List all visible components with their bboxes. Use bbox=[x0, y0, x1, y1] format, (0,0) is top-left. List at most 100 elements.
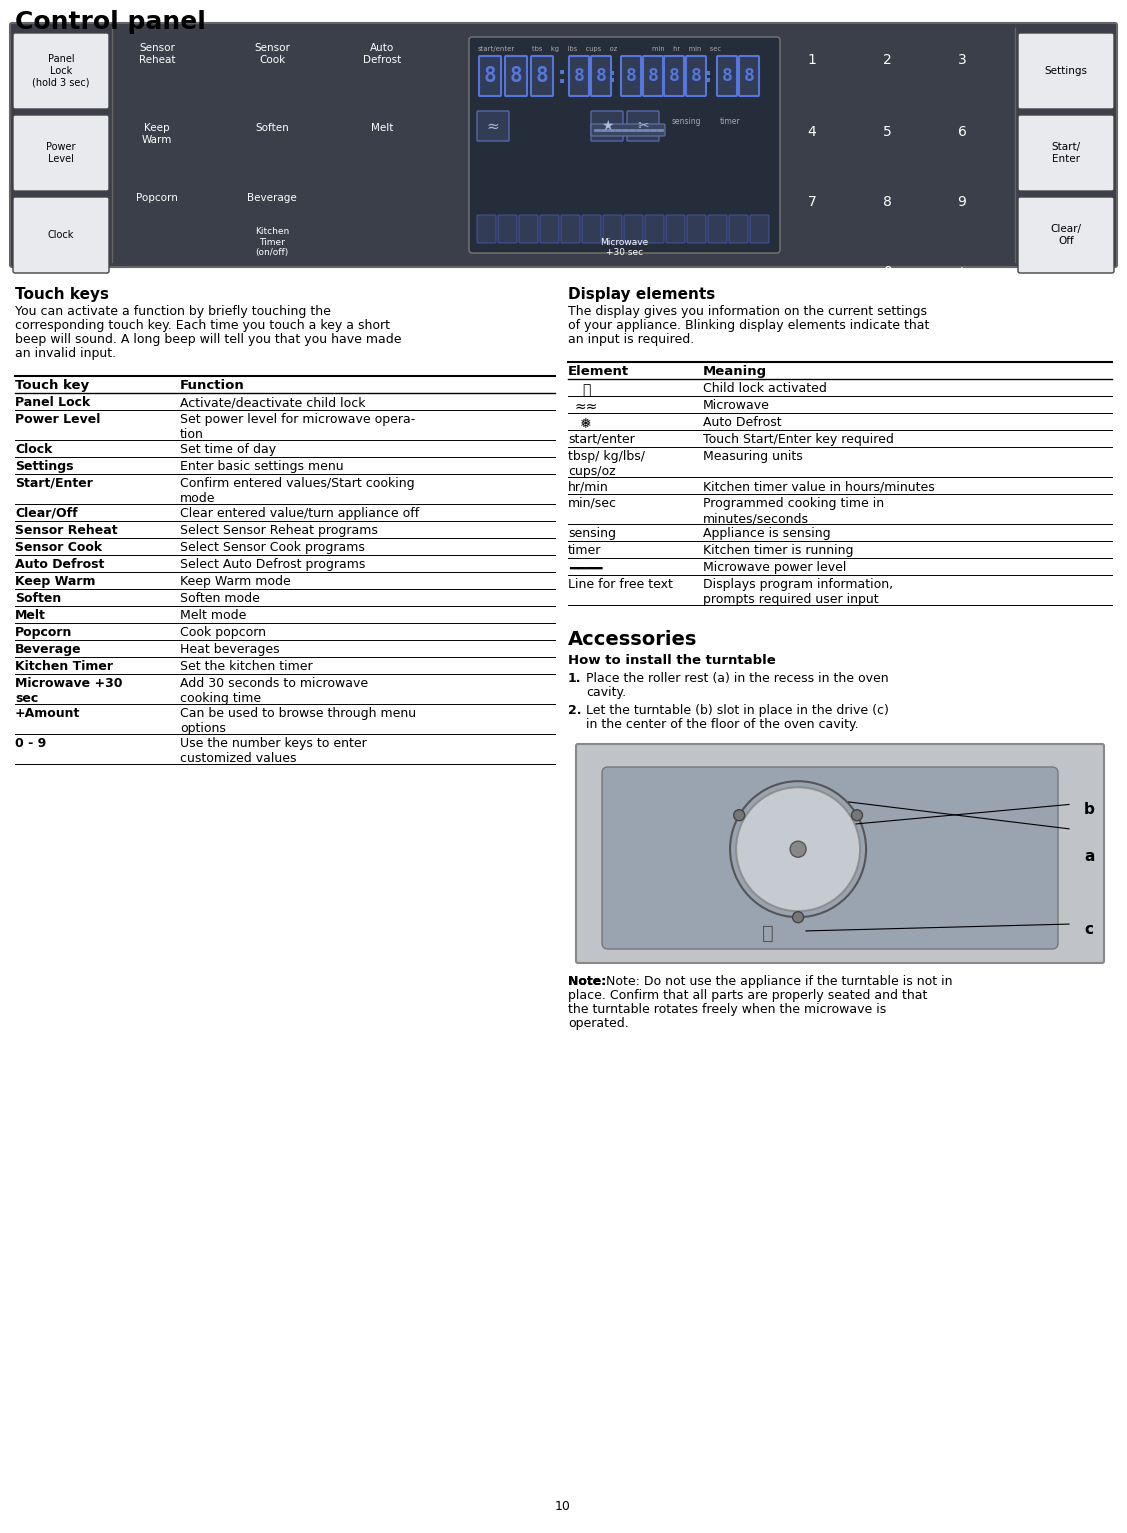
Text: Use the number keys to enter
customized values: Use the number keys to enter customized … bbox=[180, 737, 366, 765]
Text: Microwave: Microwave bbox=[703, 399, 770, 412]
Text: start/enter: start/enter bbox=[568, 432, 635, 446]
Text: 8: 8 bbox=[574, 67, 585, 84]
FancyBboxPatch shape bbox=[664, 57, 684, 97]
FancyBboxPatch shape bbox=[561, 215, 580, 244]
Text: Popcorn: Popcorn bbox=[15, 625, 72, 639]
Text: 0 - 9: 0 - 9 bbox=[15, 737, 46, 750]
Text: Control panel: Control panel bbox=[15, 11, 206, 34]
Text: Activate/deactivate child lock: Activate/deactivate child lock bbox=[180, 396, 365, 409]
FancyBboxPatch shape bbox=[14, 115, 109, 192]
FancyBboxPatch shape bbox=[10, 23, 1117, 267]
FancyBboxPatch shape bbox=[477, 110, 509, 141]
Text: Let the turntable (b) slot in place in the drive (c): Let the turntable (b) slot in place in t… bbox=[586, 704, 889, 717]
Text: Power Level: Power Level bbox=[15, 412, 100, 426]
Text: Start/
Enter: Start/ Enter bbox=[1051, 143, 1081, 164]
Text: tbsp/ kg/lbs/
cups/oz: tbsp/ kg/lbs/ cups/oz bbox=[568, 451, 645, 478]
Text: Microwave power level: Microwave power level bbox=[703, 561, 846, 573]
Text: Soften: Soften bbox=[255, 123, 289, 133]
Text: :: : bbox=[605, 66, 619, 86]
Text: of your appliance. Blinking display elements indicate that: of your appliance. Blinking display elem… bbox=[568, 319, 930, 333]
Text: sensing: sensing bbox=[672, 118, 701, 127]
Text: Settings: Settings bbox=[15, 460, 73, 474]
Text: Clear/Off: Clear/Off bbox=[15, 507, 78, 520]
Text: Soften mode: Soften mode bbox=[180, 592, 260, 606]
Text: Select Sensor Cook programs: Select Sensor Cook programs bbox=[180, 541, 365, 553]
Text: cavity.: cavity. bbox=[586, 685, 627, 699]
FancyBboxPatch shape bbox=[531, 57, 553, 97]
FancyBboxPatch shape bbox=[591, 124, 665, 136]
Text: Programmed cooking time in
minutes/seconds: Programmed cooking time in minutes/secon… bbox=[703, 497, 884, 524]
Text: Clock: Clock bbox=[47, 230, 74, 241]
Text: +Amount: +Amount bbox=[15, 707, 80, 721]
Text: Display elements: Display elements bbox=[568, 287, 716, 302]
Text: Beverage: Beverage bbox=[247, 193, 296, 202]
Text: Clock: Clock bbox=[15, 443, 52, 455]
FancyBboxPatch shape bbox=[603, 215, 622, 244]
Text: 5: 5 bbox=[882, 126, 891, 140]
Text: Beverage: Beverage bbox=[15, 642, 81, 656]
Text: 8: 8 bbox=[691, 67, 701, 84]
Text: ★: ★ bbox=[601, 120, 613, 133]
FancyBboxPatch shape bbox=[621, 57, 641, 97]
Text: Melt: Melt bbox=[15, 609, 46, 622]
Text: the turntable rotates freely when the microwave is: the turntable rotates freely when the mi… bbox=[568, 1003, 886, 1016]
FancyBboxPatch shape bbox=[591, 57, 611, 97]
Text: 4: 4 bbox=[808, 126, 816, 140]
Text: Can be used to browse through menu
options: Can be used to browse through menu optio… bbox=[180, 707, 416, 734]
FancyBboxPatch shape bbox=[540, 215, 559, 244]
Text: operated.: operated. bbox=[568, 1016, 629, 1030]
Text: Touch Start/Enter key required: Touch Start/Enter key required bbox=[703, 432, 894, 446]
Text: 8: 8 bbox=[648, 67, 658, 84]
Text: Kitchen timer is running: Kitchen timer is running bbox=[703, 544, 853, 556]
Text: Note:: Note: bbox=[568, 975, 611, 987]
FancyBboxPatch shape bbox=[624, 215, 644, 244]
Circle shape bbox=[734, 809, 745, 820]
Text: ➰: ➰ bbox=[762, 923, 774, 943]
Text: Clear entered value/turn appliance off: Clear entered value/turn appliance off bbox=[180, 507, 419, 520]
Text: Meaning: Meaning bbox=[703, 365, 767, 379]
Text: Displays program information,
prompts required user input: Displays program information, prompts re… bbox=[703, 578, 893, 606]
FancyBboxPatch shape bbox=[14, 34, 109, 109]
Text: You can activate a function by briefly touching the: You can activate a function by briefly t… bbox=[15, 305, 331, 317]
Text: start/enter: start/enter bbox=[478, 46, 515, 52]
Text: Function: Function bbox=[180, 379, 245, 392]
Text: Settings: Settings bbox=[1045, 66, 1088, 77]
Text: Keep Warm: Keep Warm bbox=[15, 575, 96, 589]
Text: Microwave +30
sec: Microwave +30 sec bbox=[15, 678, 123, 705]
Text: c: c bbox=[1084, 921, 1093, 937]
FancyBboxPatch shape bbox=[569, 57, 589, 97]
Circle shape bbox=[792, 912, 804, 923]
Text: timer: timer bbox=[568, 544, 602, 556]
FancyBboxPatch shape bbox=[739, 57, 758, 97]
Text: 8: 8 bbox=[483, 66, 496, 86]
Text: Auto Defrost: Auto Defrost bbox=[15, 558, 105, 570]
Text: 2: 2 bbox=[882, 54, 891, 67]
Text: 9: 9 bbox=[958, 195, 967, 208]
Text: tbs    kg    lbs    cups    oz: tbs kg lbs cups oz bbox=[532, 46, 618, 52]
Text: b: b bbox=[1084, 802, 1094, 817]
Text: Confirm entered values/Start cooking
mode: Confirm entered values/Start cooking mod… bbox=[180, 477, 415, 504]
Text: 0: 0 bbox=[882, 265, 891, 279]
Text: Soften: Soften bbox=[15, 592, 61, 606]
Text: Set power level for microwave opera-
tion: Set power level for microwave opera- tio… bbox=[180, 412, 415, 442]
Text: Set time of day: Set time of day bbox=[180, 443, 276, 455]
Text: +
Amount: + Amount bbox=[939, 265, 985, 293]
Text: beep will sound. A long beep will tell you that you have made: beep will sound. A long beep will tell y… bbox=[15, 333, 401, 346]
Text: 3: 3 bbox=[958, 54, 966, 67]
Text: Sensor
Reheat: Sensor Reheat bbox=[139, 43, 176, 64]
Text: Touch key: Touch key bbox=[15, 379, 89, 392]
Text: 8: 8 bbox=[509, 66, 522, 86]
Text: The display gives you information on the current settings: The display gives you information on the… bbox=[568, 305, 928, 317]
FancyBboxPatch shape bbox=[591, 110, 623, 141]
Text: Keep
Warm: Keep Warm bbox=[142, 123, 172, 144]
Text: Select Sensor Reheat programs: Select Sensor Reheat programs bbox=[180, 524, 378, 537]
Text: 8: 8 bbox=[625, 67, 637, 84]
Text: Keep Warm mode: Keep Warm mode bbox=[180, 575, 291, 589]
Circle shape bbox=[852, 809, 862, 820]
Text: Place the roller rest (a) in the recess in the oven: Place the roller rest (a) in the recess … bbox=[586, 671, 888, 685]
Text: Melt: Melt bbox=[371, 123, 393, 133]
Text: Touch keys: Touch keys bbox=[15, 287, 109, 302]
Text: 6: 6 bbox=[958, 126, 967, 140]
Text: Kitchen
Timer
(on/off): Kitchen Timer (on/off) bbox=[255, 227, 290, 258]
FancyBboxPatch shape bbox=[520, 215, 538, 244]
